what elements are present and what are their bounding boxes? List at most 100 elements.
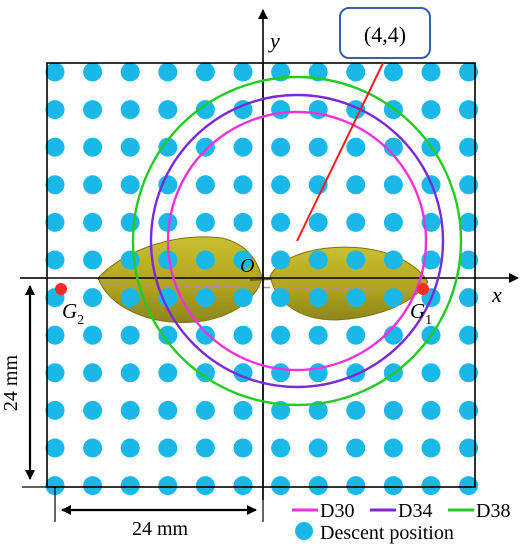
- descent-dot: [459, 62, 479, 82]
- grid-frame: [46, 62, 476, 488]
- descent-dot: [383, 400, 403, 420]
- descent-dot-grid: [45, 62, 479, 496]
- origin-label: O: [240, 255, 254, 277]
- point-g2-marker: [55, 283, 67, 295]
- descent-dot: [459, 250, 479, 270]
- descent-dot: [233, 137, 253, 157]
- descent-dot: [158, 438, 178, 458]
- descent-dot: [195, 100, 215, 120]
- legend-descent-label: Descent position: [320, 522, 454, 544]
- descent-dot: [158, 212, 178, 232]
- descent-dot: [45, 438, 65, 458]
- descent-dot: [346, 476, 366, 496]
- callout-leader: [296, 62, 384, 242]
- descent-dot: [308, 137, 328, 157]
- descent-dot: [120, 175, 140, 195]
- legend: D30 D34 D38 Descent position: [292, 500, 510, 544]
- descent-dot: [271, 100, 291, 120]
- descent-dot: [459, 212, 479, 232]
- descent-dot: [45, 137, 65, 157]
- descent-dot: [195, 250, 215, 270]
- descent-dot: [83, 400, 103, 420]
- descent-dot: [233, 175, 253, 195]
- descent-dot: [83, 325, 103, 345]
- descent-dot: [45, 62, 65, 82]
- descent-dot: [45, 100, 65, 120]
- descent-dot: [233, 400, 253, 420]
- descent-dot: [308, 476, 328, 496]
- descent-dot: [346, 137, 366, 157]
- descent-dot: [233, 325, 253, 345]
- descent-dot: [459, 137, 479, 157]
- descent-dot: [83, 288, 103, 308]
- descent-dot: [459, 363, 479, 383]
- descent-dot: [459, 325, 479, 345]
- leaf-stem: [249, 278, 273, 281]
- descent-dot: [271, 325, 291, 345]
- descent-dot: [120, 212, 140, 232]
- descent-dot: [120, 438, 140, 458]
- descent-dot: [271, 476, 291, 496]
- point-g2-label: G2: [62, 299, 84, 328]
- point-g1-marker: [417, 283, 429, 295]
- descent-dot: [45, 175, 65, 195]
- descent-dot: [45, 363, 65, 383]
- descent-dot: [195, 438, 215, 458]
- descent-dot: [195, 137, 215, 157]
- vertical-dimension: 24 mm: [0, 277, 47, 488]
- descent-dot: [83, 438, 103, 458]
- descent-dot: [195, 400, 215, 420]
- descent-dot: [158, 363, 178, 383]
- descent-dot: [45, 250, 65, 270]
- descent-dot: [83, 137, 103, 157]
- descent-dot: [45, 400, 65, 420]
- descent-dot: [271, 250, 291, 270]
- descent-dot: [308, 438, 328, 458]
- descent-dot: [120, 363, 140, 383]
- legend-d34-label: D34: [398, 500, 432, 522]
- descent-dot: [158, 62, 178, 82]
- descent-dot: [158, 325, 178, 345]
- descent-dot: [233, 288, 253, 308]
- descent-dot: [195, 476, 215, 496]
- descent-dot: [271, 137, 291, 157]
- descent-dot: [120, 62, 140, 82]
- descent-dot: [271, 288, 291, 308]
- descent-dot: [459, 438, 479, 458]
- descent-dot: [83, 212, 103, 232]
- descent-dot: [346, 212, 366, 232]
- descent-dot: [459, 175, 479, 195]
- descent-dot: [233, 250, 253, 270]
- circle-d38: [131, 75, 463, 407]
- descent-dot: [459, 100, 479, 120]
- descent-dot: [120, 250, 140, 270]
- descent-dot: [421, 363, 441, 383]
- descent-dot: [195, 62, 215, 82]
- descent-dot: [421, 400, 441, 420]
- descent-dot: [158, 137, 178, 157]
- descent-dot: [271, 363, 291, 383]
- descent-dot: [233, 212, 253, 232]
- descent-dot: [233, 100, 253, 120]
- legend-descent-dot: [295, 522, 313, 540]
- descent-dot: [383, 250, 403, 270]
- descent-dot: [120, 137, 140, 157]
- descent-dot: [233, 476, 253, 496]
- descent-dot: [158, 476, 178, 496]
- descent-dot: [383, 175, 403, 195]
- descent-dot: [195, 175, 215, 195]
- descent-dot: [83, 363, 103, 383]
- descent-dot: [308, 212, 328, 232]
- descent-dot: [308, 400, 328, 420]
- descent-dot: [158, 250, 178, 270]
- descent-dot: [120, 325, 140, 345]
- descent-dot: [45, 212, 65, 232]
- descent-dot: [346, 400, 366, 420]
- descent-dot: [346, 325, 366, 345]
- left-leaf: [97, 236, 263, 324]
- descent-dot: [83, 62, 103, 82]
- descent-dot: [195, 363, 215, 383]
- descent-dot: [346, 438, 366, 458]
- descent-dot: [346, 288, 366, 308]
